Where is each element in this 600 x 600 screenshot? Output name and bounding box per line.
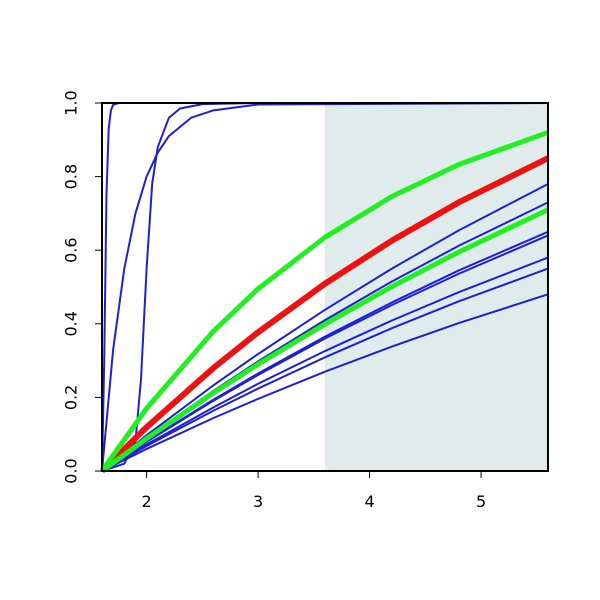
curve (101, 267, 549, 472)
shaded-region (325, 103, 548, 471)
x-tick-label: 4 (365, 492, 375, 511)
curve (101, 234, 549, 472)
y-tick-label: 0.8 (62, 164, 81, 189)
x-tick-label: 3 (253, 492, 263, 511)
y-tick-label: 1.0 (62, 90, 81, 115)
curve (99, 155, 550, 474)
curve (101, 183, 549, 472)
y-tick-label: 0.0 (62, 458, 81, 483)
y-tick-label: 0.4 (62, 311, 81, 336)
curve (100, 207, 550, 474)
curve (101, 256, 549, 472)
y-tick-label: 0.2 (62, 385, 81, 410)
x-tick-label: 5 (476, 492, 486, 511)
plot-frame (101, 102, 549, 472)
x-tick-label: 2 (142, 492, 152, 511)
y-tick-label: 0.6 (62, 237, 81, 262)
curve (101, 293, 549, 472)
curve (99, 130, 549, 473)
